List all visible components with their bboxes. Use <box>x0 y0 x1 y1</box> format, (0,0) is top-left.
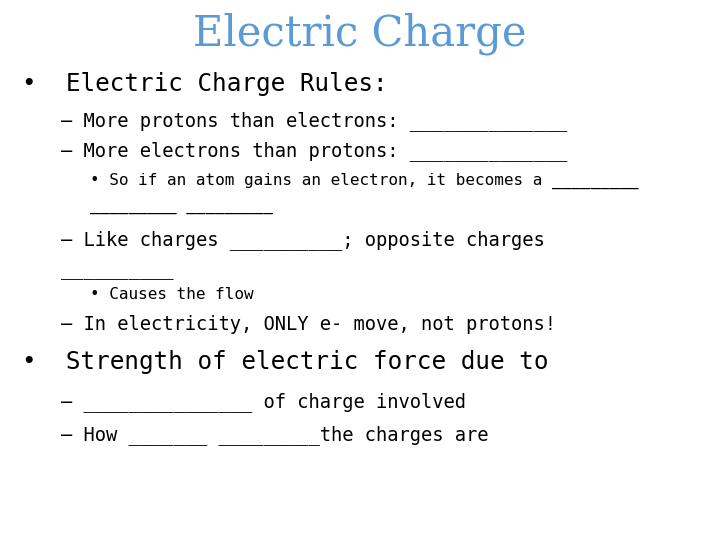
Text: – In electricity, ONLY e- move, not protons!: – In electricity, ONLY e- move, not prot… <box>61 314 557 334</box>
Text: – Like charges __________; opposite charges: – Like charges __________; opposite char… <box>61 231 545 250</box>
Text: •  Strength of electric force due to: • Strength of electric force due to <box>22 350 548 374</box>
Text: Electric Charge: Electric Charge <box>193 12 527 55</box>
Text: •  Electric Charge Rules:: • Electric Charge Rules: <box>22 72 387 96</box>
Text: _________ _________: _________ _________ <box>90 199 273 214</box>
Text: – How _______ _________the charges are: – How _______ _________the charges are <box>61 425 489 444</box>
Text: – _______________ of charge involved: – _______________ of charge involved <box>61 393 467 412</box>
Text: • So if an atom gains an electron, it becomes a _________: • So if an atom gains an electron, it be… <box>90 173 639 189</box>
Text: __________: __________ <box>61 260 174 280</box>
Text: • Causes the flow: • Causes the flow <box>90 287 253 302</box>
Text: – More protons than electrons: ______________: – More protons than electrons: _________… <box>61 112 567 131</box>
Text: – More electrons than protons: ______________: – More electrons than protons: _________… <box>61 141 567 161</box>
